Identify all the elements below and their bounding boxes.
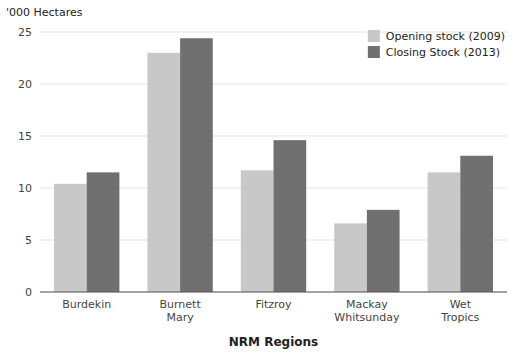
grid-line xyxy=(40,136,507,137)
legend-label: Opening stock (2009) xyxy=(386,30,505,43)
x-axis-line xyxy=(40,292,507,293)
legend-swatch xyxy=(368,30,380,42)
x-tick-label: MackayWhitsunday xyxy=(334,298,400,324)
grid-line xyxy=(40,292,507,293)
bar xyxy=(87,172,120,292)
y-tick-label: 5 xyxy=(25,234,32,247)
bar xyxy=(147,53,180,292)
grid xyxy=(40,32,507,292)
x-tick-label: Fitzroy xyxy=(255,298,292,311)
bar xyxy=(241,170,274,292)
y-tick-label: 0 xyxy=(25,286,32,299)
x-axis-label: NRM Regions xyxy=(229,335,318,349)
bar xyxy=(428,172,461,292)
bar xyxy=(367,210,400,292)
y-tick-label: 25 xyxy=(18,26,32,39)
x-tick-label: Burdekin xyxy=(62,298,111,311)
y-tick-label: 10 xyxy=(18,182,32,195)
y-axis-label: '000 Hectares xyxy=(6,6,83,19)
bar xyxy=(334,223,367,292)
chart: 0 5 10 15 20 25 Burdekin BurnettMary Fitzroy Mack… xyxy=(0,0,521,354)
y-tick-label: 20 xyxy=(18,78,32,91)
legend: Opening stock (2009) Closing Stock (2013) xyxy=(368,30,505,59)
x-tick-label: WetTropics xyxy=(440,298,479,324)
y-tick-label: 15 xyxy=(18,130,32,143)
x-tick-label: BurnettMary xyxy=(159,298,201,324)
legend-swatch xyxy=(368,46,380,58)
grid-line xyxy=(40,84,507,85)
chart-container: 0 5 10 15 20 25 Burdekin BurnettMary Fitzroy Mack… xyxy=(0,0,521,354)
bar xyxy=(54,184,87,292)
bars xyxy=(54,38,493,292)
bar xyxy=(274,140,307,292)
bar xyxy=(460,156,493,292)
bar xyxy=(180,38,213,292)
legend-label: Closing Stock (2013) xyxy=(386,46,500,59)
